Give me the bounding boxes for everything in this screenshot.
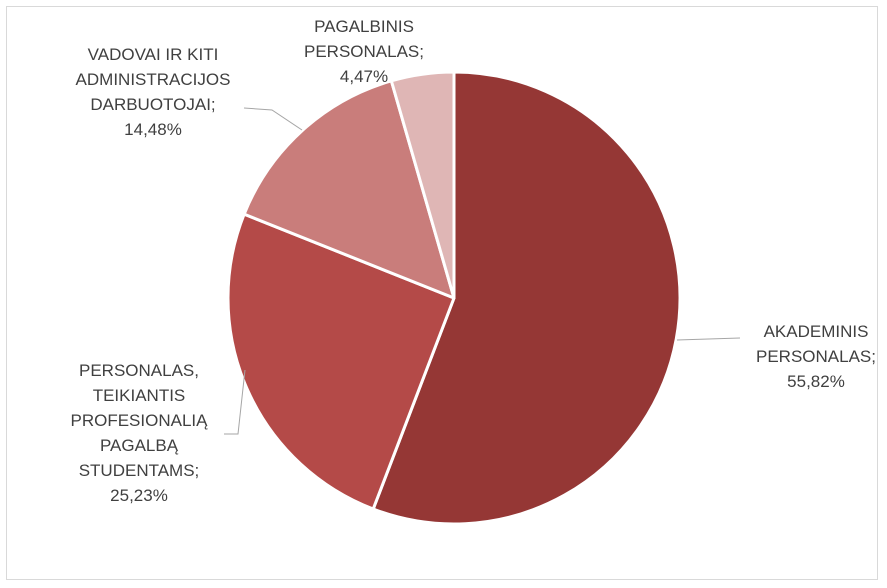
leader-line-1	[224, 369, 246, 435]
data-label-3-line-1: PERSONALAS;	[304, 42, 424, 61]
pie-slice-3	[389, 70, 456, 300]
data-label-1-line-2: PROFESIONALIĄ	[71, 411, 209, 430]
pie-slice-2	[242, 79, 456, 300]
data-label-0-line-2: 55,82%	[787, 372, 845, 391]
data-label-1-line-1: TEIKIANTIS	[93, 386, 186, 405]
leader-line-2	[243, 107, 303, 131]
data-label-2-line-0: VADOVAI IR KITI	[88, 45, 219, 64]
leader-line-0	[676, 337, 741, 341]
data-label-0-line-1: PERSONALAS;	[756, 347, 876, 366]
data-label-2: VADOVAI IR KITI ADMINISTRACIJOS DARBUOTOJA…	[76, 45, 231, 139]
data-labels: AKADEMINIS PERSONALAS; 55,82% PERSONALAS, TE…	[71, 17, 876, 505]
data-label-0: AKADEMINIS PERSONALAS; 55,82%	[756, 322, 876, 391]
data-label-2-line-2: DARBUOTOJAI;	[90, 95, 215, 114]
data-label-1: PERSONALAS, TEIKIANTIS PROFESIONALIĄ PAGALB…	[71, 361, 209, 505]
pie-slice-0	[371, 70, 682, 526]
data-label-1-line-5: 25,23%	[110, 486, 168, 505]
pie-slice-1	[226, 212, 456, 511]
data-label-1-line-0: PERSONALAS,	[79, 361, 199, 380]
data-label-3-line-2: 4,47%	[340, 67, 388, 86]
data-label-0-line-0: AKADEMINIS	[764, 322, 869, 341]
data-label-1-line-4: STUDENTAMS;	[79, 461, 200, 480]
data-label-3-line-0: PAGALBINIS	[314, 17, 414, 36]
data-label-3: PAGALBINIS PERSONALAS; 4,47%	[304, 17, 424, 86]
data-label-2-line-1: ADMINISTRACIJOS	[76, 70, 231, 89]
pie-slices	[226, 70, 682, 526]
leader-lines	[224, 107, 741, 435]
data-label-1-line-3: PAGALBĄ	[100, 436, 179, 455]
data-label-2-line-3: 14,48%	[124, 120, 182, 139]
